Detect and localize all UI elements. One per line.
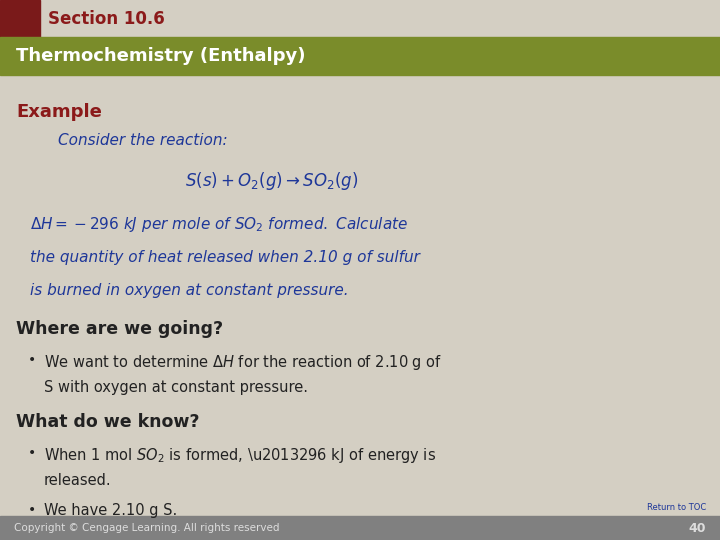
Text: We want to determine $\mathit{\Delta H}$ for the reaction of 2.10 g of: We want to determine $\mathit{\Delta H}$… xyxy=(44,353,442,372)
Text: Where are we going?: Where are we going? xyxy=(16,320,223,338)
Text: Section 10.6: Section 10.6 xyxy=(48,10,165,28)
Text: •: • xyxy=(28,503,36,517)
Text: released.: released. xyxy=(44,473,112,488)
Text: Example: Example xyxy=(16,103,102,121)
Text: •: • xyxy=(28,353,36,367)
Bar xyxy=(0,516,720,540)
Text: the quantity of heat released when 2.10 g of sulfur: the quantity of heat released when 2.10 … xyxy=(30,250,420,265)
Text: We have 2.10 g S.: We have 2.10 g S. xyxy=(44,503,177,518)
Text: Consider the reaction:: Consider the reaction: xyxy=(58,133,228,148)
Text: Copyright © Cengage Learning. All rights reserved: Copyright © Cengage Learning. All rights… xyxy=(14,523,279,533)
Text: $\mathit{S(s) + O_2(g) \rightarrow SO_2(g)}$: $\mathit{S(s) + O_2(g) \rightarrow SO_2(… xyxy=(185,170,358,192)
Text: Thermochemistry (Enthalpy): Thermochemistry (Enthalpy) xyxy=(16,47,305,65)
Text: S with oxygen at constant pressure.: S with oxygen at constant pressure. xyxy=(44,380,308,395)
Text: 40: 40 xyxy=(688,522,706,535)
Text: When 1 mol $SO_2$ is formed, \u2013296 kJ of energy is: When 1 mol $SO_2$ is formed, \u2013296 k… xyxy=(44,446,436,465)
Text: What do we know?: What do we know? xyxy=(16,413,199,431)
Bar xyxy=(0,0,40,37)
Text: is burned in oxygen at constant pressure.: is burned in oxygen at constant pressure… xyxy=(30,283,348,298)
Text: $\mathit{\Delta H = -296\ kJ\ per\ mole\ of\ SO_2\ formed.\ Calculate}$: $\mathit{\Delta H = -296\ kJ\ per\ mole\… xyxy=(30,215,408,234)
Text: Return to TOC: Return to TOC xyxy=(647,503,706,512)
Bar xyxy=(0,37,720,75)
Text: •: • xyxy=(28,446,36,460)
